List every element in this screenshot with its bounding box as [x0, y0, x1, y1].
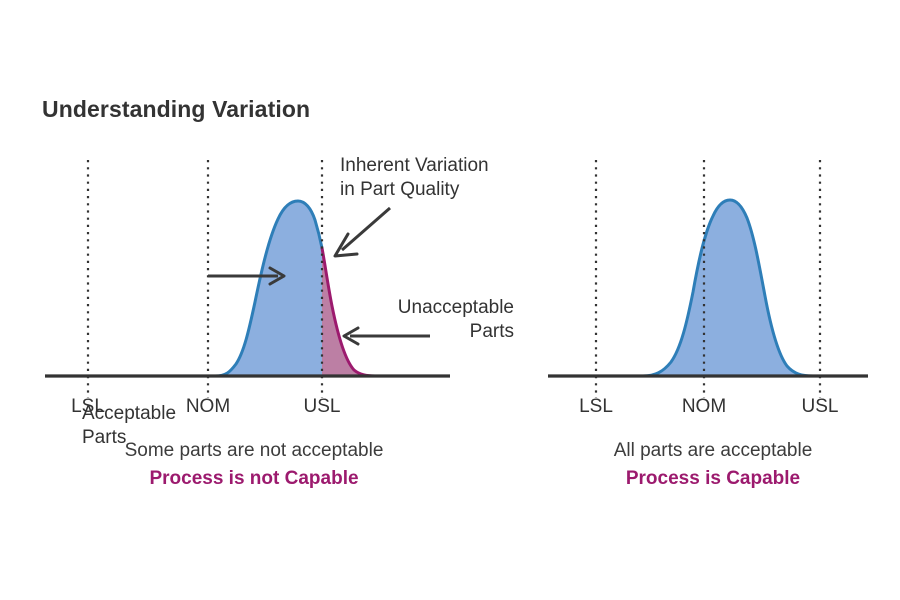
caption-capable: All parts are acceptable: [613, 440, 813, 461]
spec-label-lsl: LSL: [71, 396, 105, 417]
annotation-inherent-variation-line-1: Inherent Variation: [340, 155, 489, 176]
curve-stroke-blue: [641, 198, 815, 378]
spec-label-nom: NOM: [681, 396, 727, 417]
annotation-unacceptable-parts: Unacceptable Parts: [366, 296, 514, 345]
annotation-acceptable-parts-line-2: Parts: [82, 427, 127, 449]
spec-label-usl: USL: [801, 396, 839, 417]
caption-not-capable: Some parts are not acceptable: [124, 440, 384, 461]
verdict-not-capable: Process is not Capable: [149, 468, 359, 489]
spec-label-usl: USL: [303, 396, 341, 417]
unacceptable-region-fill: [322, 248, 375, 376]
annotation-unacceptable-parts-line-2: Parts: [469, 321, 514, 343]
panel-capable: LSL NOM USL All parts are acceptable Pro…: [535, 140, 885, 489]
chart-capable: [548, 160, 868, 398]
acceptable-region-fill: [643, 200, 813, 376]
chart-not-capable: [45, 160, 450, 398]
acceptable-region-fill: [215, 201, 322, 376]
inherent-variation-arrow-icon: [333, 206, 391, 258]
annotation-inherent-variation: Inherent Variation in Part Quality: [340, 154, 489, 203]
annotation-unacceptable-parts-line-1: Unacceptable: [397, 297, 514, 318]
annotation-acceptable-parts-line-1: Acceptable: [82, 403, 177, 424]
spec-label-nom: NOM: [185, 396, 231, 417]
verdict-capable: Process is Capable: [625, 468, 801, 489]
curve-stroke-blue: [213, 199, 324, 378]
unacceptable-parts-arrow-icon: [342, 326, 430, 346]
spec-label-lsl: LSL: [579, 396, 613, 417]
page-title: Understanding Variation: [42, 96, 311, 122]
annotation-inherent-variation-line-2: in Part Quality: [340, 179, 460, 201]
panel-not-capable: Acceptable Parts Inherent Variation in P…: [30, 140, 514, 489]
acceptable-parts-arrow-icon: [208, 266, 286, 286]
annotation-acceptable-parts: Acceptable Parts: [82, 402, 176, 451]
